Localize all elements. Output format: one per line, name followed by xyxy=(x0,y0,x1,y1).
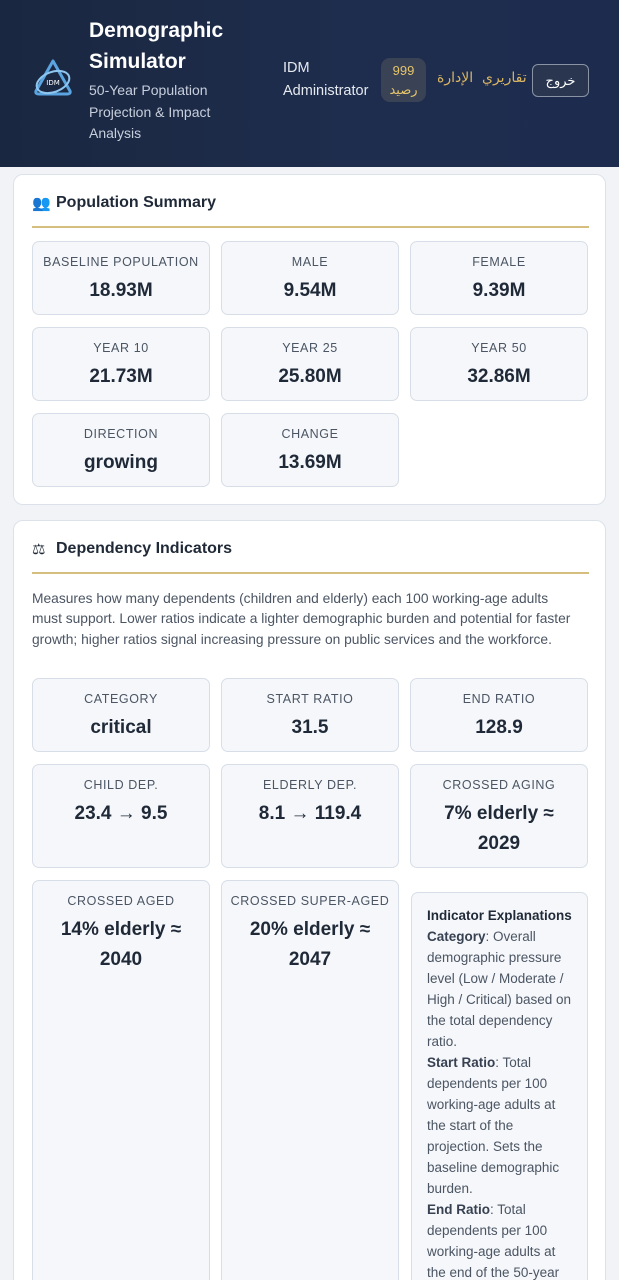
stat-value: 32.86M xyxy=(467,366,531,387)
divider xyxy=(32,572,589,574)
credits-badge: 999 رصيد xyxy=(381,58,426,102)
stat-value: 128.9 xyxy=(475,717,523,738)
stat-label: MALE xyxy=(291,255,329,269)
explanation-text: : Total dependents per 100 working-age a… xyxy=(427,1055,560,1196)
explanation-term: End Ratio xyxy=(427,1202,490,1217)
idm-logo-icon: IDM xyxy=(34,59,72,96)
stat-label: YEAR 25 xyxy=(282,341,338,355)
app-header: IDM Demographic Simulator 50-Year Popula… xyxy=(0,0,619,167)
stat-value: 14% elderly ≈ 2040 xyxy=(60,919,182,970)
user-name: IDM Administrator xyxy=(283,60,369,99)
scales-icon: ⚖ xyxy=(32,541,46,558)
stat-female: FEMALE 9.39M xyxy=(410,241,588,315)
dependency-indicators-title: Dependency Indicators xyxy=(56,540,233,557)
stat-direction: DIRECTION growing xyxy=(32,413,210,487)
divider xyxy=(32,226,589,228)
stat-change: CHANGE 13.69M xyxy=(221,413,399,487)
explanation-text: : Total dependents per 100 working-age a… xyxy=(427,1202,560,1280)
stat-label: FEMALE xyxy=(472,255,526,269)
app-title: Demographic Simulator xyxy=(89,19,224,73)
stat-value: 31.5 xyxy=(291,717,329,738)
stat-label: CHANGE xyxy=(281,427,339,441)
stat-category: CATEGORY critical xyxy=(32,678,210,752)
population-summary-title: Population Summary xyxy=(56,194,217,211)
explanation-term: Start Ratio xyxy=(427,1055,496,1070)
explanation-term: Category xyxy=(427,929,486,944)
stat-value: 20% elderly ≈ 2047 xyxy=(249,919,371,970)
stat-value: 25.80M xyxy=(278,366,342,387)
stat-start-ratio: START RATIO 31.5 xyxy=(221,678,399,752)
stat-label: YEAR 50 xyxy=(471,341,527,355)
stat-label: BASELINE POPULATION xyxy=(43,255,199,269)
stat-label: YEAR 10 xyxy=(93,341,149,355)
stat-label: CHILD DEP. xyxy=(83,778,159,792)
credits-value: 999 xyxy=(392,63,415,78)
people-icon: 👥 xyxy=(32,195,51,212)
explanations-title: Indicator Explanations xyxy=(427,908,572,923)
app-subtitle: 50-Year Population Projection & Impact A… xyxy=(89,82,211,141)
explanation-end-ratio: End Ratio: Total dependents per 100 work… xyxy=(427,1199,573,1280)
stat-value: 13.69M xyxy=(278,452,342,473)
stat-value: 9.54M xyxy=(283,280,337,301)
stat-label: END RATIO xyxy=(462,692,536,706)
stat-baseline-population: BASELINE POPULATION 18.93M xyxy=(32,241,210,315)
stat-year-25: YEAR 25 25.80M xyxy=(221,327,399,401)
stat-label: CROSSED AGED xyxy=(67,894,175,908)
credits-label: رصيد xyxy=(389,82,418,97)
stat-crossed-super-aged: CROSSED SUPER-AGED 20% elderly ≈ 2047 xyxy=(221,880,399,1280)
population-summary-card: 👥 Population Summary BASELINE POPULATION… xyxy=(13,174,606,505)
stat-label: START RATIO xyxy=(266,692,354,706)
explanation-text: : Overall demographic pressure level (Lo… xyxy=(427,929,572,1049)
stat-label: ELDERLY DEP. xyxy=(262,778,358,792)
stat-crossed-aging: CROSSED AGING 7% elderly ≈ 2029 xyxy=(410,764,588,868)
dependency-description: Measures how many dependents (children a… xyxy=(32,591,571,647)
indicator-explanations: Indicator Explanations Category: Overall… xyxy=(411,892,588,1280)
stat-label: DIRECTION xyxy=(83,427,159,441)
svg-text:IDM: IDM xyxy=(46,79,60,87)
stat-male: MALE 9.54M xyxy=(221,241,399,315)
stat-elderly-dependency: ELDERLY DEP. 8.1 → 119.4 xyxy=(221,764,399,868)
population-summary-heading: 👥 Population Summary xyxy=(32,194,216,212)
stat-value: growing xyxy=(84,452,158,473)
explanation-category: Category: Overall demographic pressure l… xyxy=(427,926,573,1052)
stat-value: 21.73M xyxy=(89,366,153,387)
stat-label: CROSSED AGING xyxy=(442,778,556,792)
stat-value: 8.1 → 119.4 xyxy=(258,803,362,824)
stat-value: critical xyxy=(90,717,152,738)
stat-year-50: YEAR 50 32.86M xyxy=(410,327,588,401)
stat-end-ratio: END RATIO 128.9 xyxy=(410,678,588,752)
stat-label: CROSSED SUPER-AGED xyxy=(230,894,390,908)
stat-value: 9.39M xyxy=(472,280,526,301)
logout-button[interactable]: خروج xyxy=(532,64,589,97)
stat-label: CATEGORY xyxy=(84,692,158,706)
stat-child-dependency: CHILD DEP. 23.4 → 9.5 xyxy=(32,764,210,868)
dependency-indicators-heading: ⚖ Dependency Indicators xyxy=(32,540,232,558)
explanation-start-ratio: Start Ratio: Total dependents per 100 wo… xyxy=(427,1052,573,1199)
nav-admin-link[interactable]: الإدارة xyxy=(437,69,474,85)
nav-reports-link[interactable]: تقاريري xyxy=(482,69,527,85)
stat-value: 23.4 → 9.5 xyxy=(74,803,168,824)
stat-value: 7% elderly ≈ 2029 xyxy=(444,803,554,854)
dependency-indicators-card: ⚖ Dependency Indicators Measures how man… xyxy=(13,520,606,1280)
stat-year-10: YEAR 10 21.73M xyxy=(32,327,210,401)
stat-value: 18.93M xyxy=(89,280,153,301)
stat-crossed-aged: CROSSED AGED 14% elderly ≈ 2040 xyxy=(32,880,210,1280)
